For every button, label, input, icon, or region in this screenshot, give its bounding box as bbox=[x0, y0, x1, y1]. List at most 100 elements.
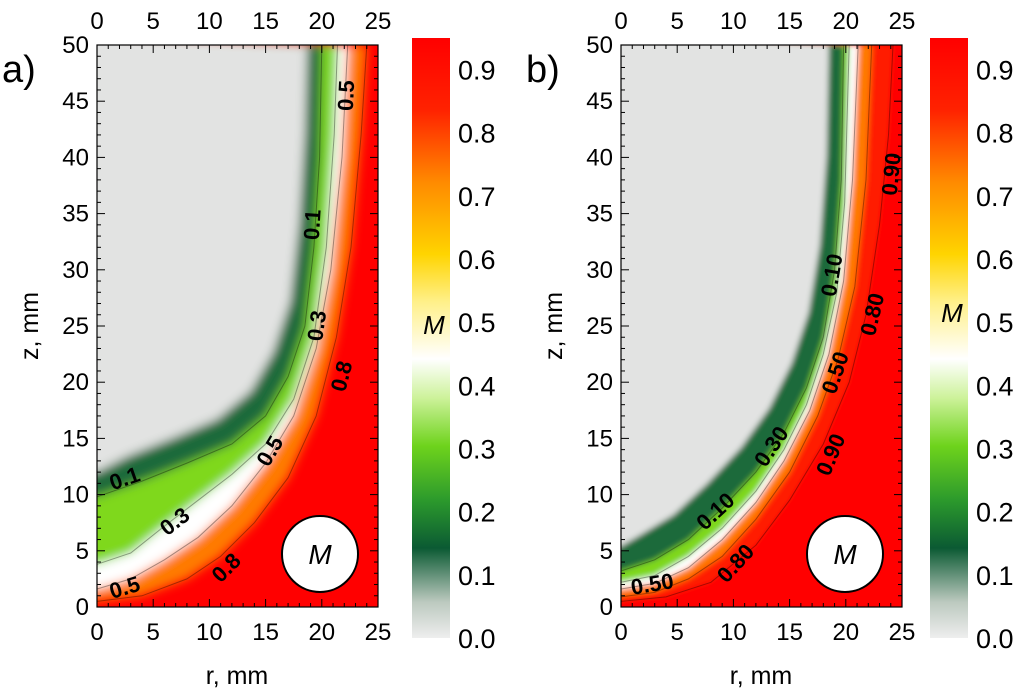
x-tick-label: 10 bbox=[196, 619, 223, 646]
y-tick-labels: 0 5 10 15 20 25 30 35 40 45 50 bbox=[586, 32, 613, 621]
colorbar-tick-label: 0.2 bbox=[458, 498, 496, 528]
contour-line-0.10 bbox=[620, 44, 845, 572]
contour-line-0.30 bbox=[620, 44, 850, 583]
colorbar-tick-label: 0.6 bbox=[976, 245, 1014, 275]
y-tick-label: 5 bbox=[76, 538, 89, 565]
contour-line-0.90 bbox=[620, 44, 894, 602]
y-tick-label: 25 bbox=[586, 313, 613, 340]
colorbar bbox=[930, 38, 968, 638]
colorbar-tick-label: 0.9 bbox=[458, 56, 496, 86]
x-tick-label: 25 bbox=[365, 619, 392, 646]
x-tick-label-top: 5 bbox=[671, 8, 684, 35]
colorbar-tick-label: 0.9 bbox=[976, 56, 1014, 86]
colorbar-tick-label: 0.5 bbox=[976, 308, 1014, 338]
colorbar-tick-label: 0.3 bbox=[976, 435, 1014, 465]
x-tick-labels-top: 0 5 10 15 20 25 bbox=[614, 8, 915, 35]
x-tick-label-top: 10 bbox=[196, 8, 223, 35]
y-axis-label: z, mm bbox=[540, 292, 568, 360]
m-marker-label: M bbox=[833, 539, 857, 570]
y-tick-label: 20 bbox=[586, 369, 613, 396]
contour-line-0.50 bbox=[620, 44, 859, 590]
colorbar-tick-label: 0.2 bbox=[976, 498, 1014, 528]
colorbar-tick-label: 0.1 bbox=[458, 561, 496, 591]
x-tick-label-top: 0 bbox=[614, 8, 627, 35]
y-tick-label: 20 bbox=[62, 369, 89, 396]
heatmap-b bbox=[621, 45, 902, 607]
y-tick-label: 10 bbox=[62, 482, 89, 509]
colorbar-tick-label: 0.0 bbox=[976, 624, 1014, 654]
x-tick-label-top: 10 bbox=[720, 8, 747, 35]
colorbar-tick-label: 0.4 bbox=[976, 371, 1014, 401]
colorbar-tick-labels: 0.0 0.1 0.2 0.3 0.4 0.5 0.6 0.7 0.8 0.9 bbox=[976, 56, 1014, 654]
colorbar-tick-label: 0.6 bbox=[458, 245, 496, 275]
y-tick-label: 30 bbox=[586, 257, 613, 284]
contour-label: 0.3 bbox=[302, 309, 331, 343]
ticks-a bbox=[96, 44, 379, 608]
m-marker-label: M bbox=[308, 539, 332, 570]
panel-a: 0.10.10.30.30.50.50.50.80.8 0 5 10 15 20 25 0… bbox=[2, 8, 496, 690]
contour-line-0.1 bbox=[96, 44, 323, 498]
y-tick-label: 25 bbox=[62, 313, 89, 340]
x-tick-label-top: 15 bbox=[252, 8, 279, 35]
colorbar-tick-labels: 0.0 0.1 0.2 0.3 0.4 0.5 0.6 0.7 0.8 0.9 bbox=[458, 56, 496, 654]
x-tick-label-top: 5 bbox=[147, 8, 160, 35]
x-tick-label: 5 bbox=[147, 619, 160, 646]
y-tick-label: 30 bbox=[62, 257, 89, 284]
colorbar-tick-label: 0.0 bbox=[458, 624, 496, 654]
panel-label: a) bbox=[2, 49, 36, 91]
colorbar-tick-label: 0.7 bbox=[458, 182, 496, 212]
y-tick-label: 45 bbox=[62, 88, 89, 115]
colorbar-tick-label: 0.8 bbox=[976, 119, 1014, 149]
contour-line-0.5 bbox=[96, 44, 349, 590]
colorbar-tick-label: 0.1 bbox=[976, 561, 1014, 591]
y-tick-label: 50 bbox=[586, 32, 613, 59]
m-marker-circle bbox=[806, 515, 884, 593]
colorbar-tick-label: 0.7 bbox=[976, 182, 1014, 212]
y-tick-label: 35 bbox=[586, 201, 613, 228]
heatmap-band bbox=[97, 45, 308, 473]
x-tick-label-top: 20 bbox=[832, 8, 859, 35]
x-tick-label: 0 bbox=[90, 619, 103, 646]
y-tick-label: 10 bbox=[586, 482, 613, 509]
x-axis-label: r, mm bbox=[206, 662, 269, 690]
y-tick-label: 15 bbox=[62, 425, 89, 452]
x-tick-label: 0 bbox=[614, 619, 627, 646]
colorbar-tick-label: 0.5 bbox=[458, 308, 496, 338]
y-tick-label: 50 bbox=[62, 32, 89, 59]
x-tick-label-top: 20 bbox=[308, 8, 335, 35]
y-tick-label: 5 bbox=[600, 538, 613, 565]
contour-labels-a: 0.10.10.30.30.50.50.50.80.8 bbox=[106, 80, 359, 604]
y-tick-label: 45 bbox=[586, 88, 613, 115]
heatmap-band bbox=[621, 45, 829, 547]
y-tick-label: 40 bbox=[62, 144, 89, 171]
y-tick-label: 15 bbox=[586, 425, 613, 452]
colorbar-tick-label: 0.3 bbox=[458, 435, 496, 465]
x-tick-label-top: 25 bbox=[365, 8, 392, 35]
colorbar-title: M bbox=[423, 310, 445, 340]
x-tick-labels-bottom: 0 5 10 15 20 25 bbox=[90, 619, 391, 646]
x-tick-label: 10 bbox=[720, 619, 747, 646]
x-tick-label: 20 bbox=[308, 619, 335, 646]
panel-label: b) bbox=[526, 49, 560, 91]
y-tick-label: 35 bbox=[62, 201, 89, 228]
y-axis-label: z, mm bbox=[16, 292, 44, 360]
colorbar-title: M bbox=[941, 298, 963, 328]
contours-a bbox=[96, 44, 368, 602]
ticks-b bbox=[620, 44, 903, 608]
x-tick-label: 15 bbox=[252, 619, 279, 646]
x-tick-label: 20 bbox=[832, 619, 859, 646]
y-tick-labels: 0 5 10 15 20 25 30 35 40 45 50 bbox=[62, 32, 89, 621]
x-tick-label-top: 15 bbox=[776, 8, 803, 35]
x-tick-label: 5 bbox=[671, 619, 684, 646]
x-tick-label-top: 25 bbox=[889, 8, 916, 35]
contour-line-0.80 bbox=[620, 44, 873, 598]
contour-line-0.8 bbox=[96, 44, 368, 602]
contour-label: 0.5 bbox=[333, 80, 360, 112]
x-tick-labels-top: 0 5 10 15 20 25 bbox=[90, 8, 391, 35]
x-tick-labels-bottom: 0 5 10 15 20 25 bbox=[614, 619, 915, 646]
x-tick-label: 25 bbox=[889, 619, 916, 646]
y-tick-label: 0 bbox=[76, 594, 89, 621]
heatmap-a bbox=[97, 45, 378, 607]
